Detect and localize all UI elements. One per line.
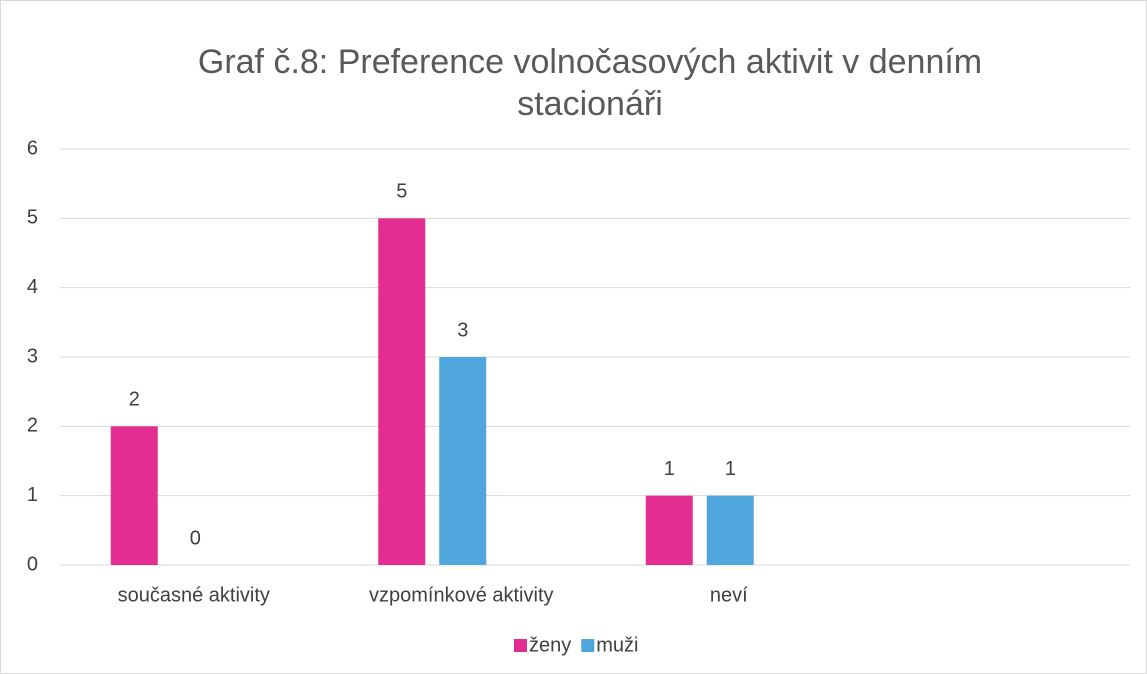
bar xyxy=(439,357,487,565)
y-tick-label: 2 xyxy=(27,415,38,437)
data-label: 1 xyxy=(664,458,675,480)
y-tick-label: 6 xyxy=(27,137,38,159)
y-tick-label: 3 xyxy=(27,345,38,367)
bar xyxy=(645,495,693,565)
y-tick-label: 5 xyxy=(27,207,38,229)
legend-label: ženy xyxy=(529,634,571,656)
data-label: 0 xyxy=(190,527,201,549)
legend-label: muži xyxy=(596,634,638,656)
bar xyxy=(378,218,426,566)
legend-swatch xyxy=(514,639,527,652)
x-tick-label: současné aktivity xyxy=(118,584,270,606)
x-tick-label: vzpomínkové aktivity xyxy=(369,584,554,606)
y-tick-label: 1 xyxy=(27,484,38,506)
bar xyxy=(110,426,158,565)
y-tick-label: 4 xyxy=(27,276,38,298)
data-label: 2 xyxy=(129,389,140,411)
bar xyxy=(706,495,754,565)
legend-swatch xyxy=(581,639,595,652)
data-label: 3 xyxy=(457,319,468,341)
data-label: 1 xyxy=(725,458,736,480)
x-tick-label: neví xyxy=(710,584,748,606)
y-tick-label: 0 xyxy=(27,553,38,575)
data-label: 5 xyxy=(396,181,407,203)
chart-title: Graf č.8: Preference volnočasových aktiv… xyxy=(198,43,982,123)
